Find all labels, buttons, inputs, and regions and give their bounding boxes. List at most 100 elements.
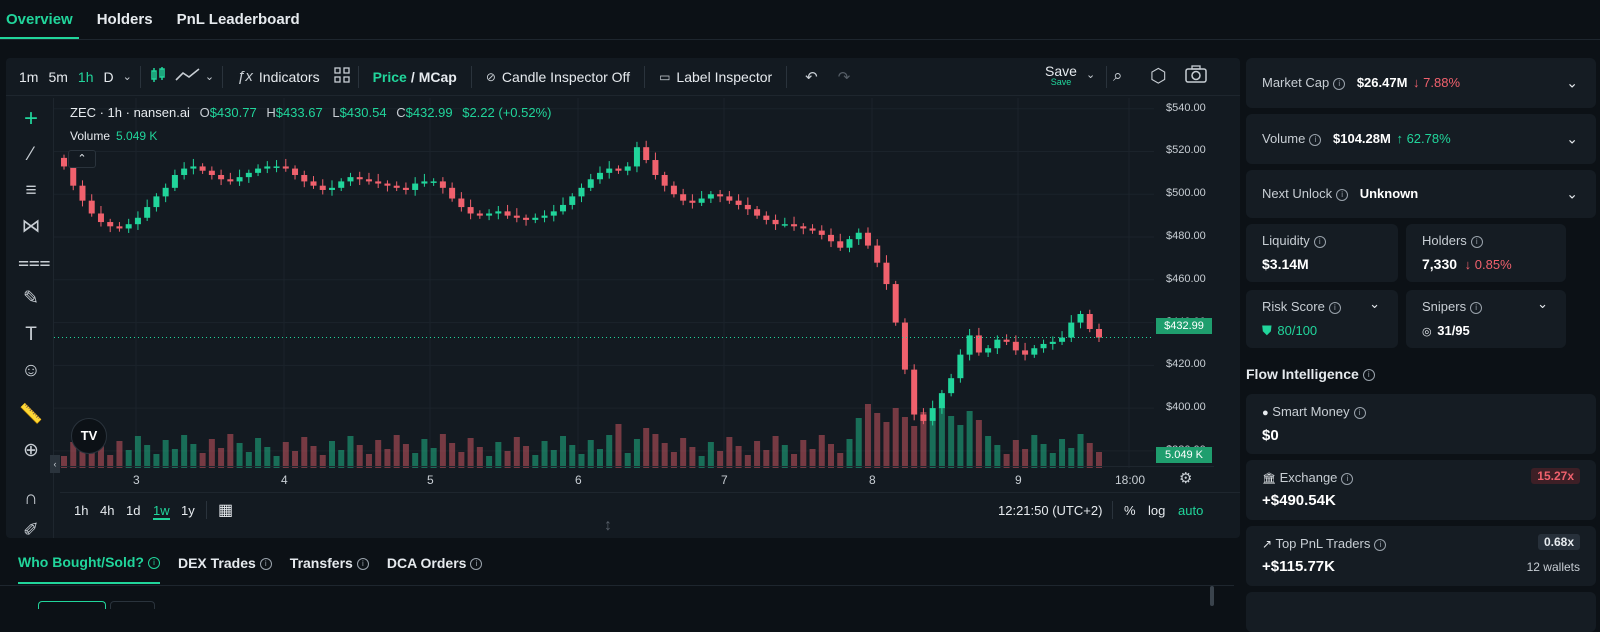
- chevron-down-icon[interactable]: ⌄: [1537, 296, 1548, 311]
- settings-hex-icon[interactable]: ⬡: [1150, 66, 1167, 87]
- timeframe-1h[interactable]: 1h: [77, 68, 94, 85]
- price-mcap-toggle[interactable]: Price / MCap: [373, 69, 457, 85]
- tab-pnl-leaderboard[interactable]: PnL Leaderboard: [176, 11, 300, 28]
- wallet-count: 12 wallets: [1526, 560, 1580, 574]
- range-1w[interactable]: 1w: [153, 503, 170, 520]
- mcap-option[interactable]: MCap: [418, 68, 457, 85]
- chevron-down-icon[interactable]: ⌄: [204, 71, 215, 83]
- volume-bar: [273, 456, 280, 468]
- brush-icon[interactable]: ✎: [23, 288, 39, 309]
- trend-line-icon[interactable]: ⁄: [29, 144, 33, 165]
- redo-icon[interactable]: ↷: [837, 68, 851, 86]
- info-icon[interactable]: i: [1309, 133, 1322, 146]
- auto-toggle[interactable]: auto: [1178, 503, 1204, 518]
- clock-readout[interactable]: 12:21:50 (UTC+2): [998, 503, 1103, 518]
- candles-icon[interactable]: [149, 66, 167, 88]
- price-chart[interactable]: [54, 98, 1154, 508]
- percent-toggle[interactable]: %: [1124, 503, 1136, 518]
- range-1h[interactable]: 1h: [74, 503, 89, 518]
- info-icon[interactable]: i: [1362, 369, 1375, 382]
- info-icon[interactable]: i: [1470, 301, 1483, 314]
- timeframe-5m[interactable]: 5m: [48, 68, 68, 85]
- next-unlock-card[interactable]: Next Unlock i Unknown ⌄: [1246, 170, 1596, 218]
- time-axis[interactable]: 3 4 5 6 7 8 9 18:00: [54, 466, 1214, 490]
- info-icon[interactable]: i: [1328, 301, 1341, 314]
- info-icon[interactable]: i: [470, 557, 483, 570]
- range-1y[interactable]: 1y: [181, 503, 195, 518]
- candle: [116, 226, 123, 229]
- price-axis[interactable]: $540.00$520.00$500.00$480.00$460.00$440.…: [1156, 98, 1216, 468]
- divider: [644, 65, 646, 88]
- info-icon[interactable]: i: [259, 557, 272, 570]
- tab-dex-trades[interactable]: DEX Trades i: [178, 543, 272, 583]
- timeframe-1m[interactable]: 1m: [19, 68, 39, 85]
- candle: [1022, 350, 1029, 355]
- info-icon[interactable]: i: [1353, 406, 1366, 419]
- filter-pill[interactable]: [110, 601, 155, 609]
- save-button[interactable]: Save Save: [1045, 63, 1077, 87]
- tab-dca-orders[interactable]: DCA Orders i: [387, 543, 483, 583]
- volume-card[interactable]: Volume i $104.28M ↑ 62.78% ⌄: [1246, 114, 1596, 164]
- line-chart-icon[interactable]: [175, 67, 201, 87]
- scrollbar[interactable]: [1210, 586, 1214, 606]
- fib-icon[interactable]: ⩶: [18, 252, 51, 273]
- pencil-icon[interactable]: ✐: [23, 520, 39, 538]
- pattern-icon[interactable]: ⋈: [21, 216, 41, 237]
- candle: [596, 172, 603, 180]
- label-inspector-button[interactable]: ▭ Label Inspector: [659, 68, 773, 85]
- info-icon[interactable]: i: [1336, 188, 1349, 201]
- info-icon[interactable]: i: [1341, 472, 1354, 485]
- horizontal-lines-icon[interactable]: ≡: [25, 180, 37, 201]
- tradingview-logo[interactable]: TV: [71, 418, 107, 454]
- undo-icon[interactable]: ↶: [805, 68, 818, 86]
- camera-icon[interactable]: [1185, 64, 1207, 88]
- range-1d[interactable]: 1d: [126, 503, 141, 518]
- tab-transfers[interactable]: Transfers i: [290, 543, 369, 583]
- chevron-down-icon[interactable]: ⌄: [1566, 74, 1578, 91]
- top-pnl-traders-card[interactable]: ↗ Top PnL Traders i 0.68x +$115.77K 12 wa…: [1246, 526, 1596, 586]
- collapse-legend-button[interactable]: ⌃: [68, 150, 96, 168]
- info-icon[interactable]: i: [1313, 235, 1326, 248]
- filter-pill[interactable]: [38, 601, 106, 609]
- chevron-down-icon[interactable]: ⌄: [122, 71, 132, 83]
- resize-handle[interactable]: ↕: [604, 517, 612, 534]
- log-toggle[interactable]: log: [1148, 503, 1166, 518]
- tab-who-bought-sold[interactable]: Who Bought/Sold? i: [18, 542, 160, 584]
- gear-icon[interactable]: ⚙: [1179, 470, 1193, 487]
- text-icon[interactable]: T: [25, 324, 37, 345]
- timeframe-d[interactable]: D: [103, 68, 114, 85]
- smart-money-card[interactable]: ● Smart Money i $0: [1246, 394, 1596, 454]
- next-flow-card[interactable]: [1246, 592, 1596, 632]
- zoom-icon[interactable]: ⊕: [23, 440, 39, 461]
- tab-overview[interactable]: Overview: [0, 11, 79, 39]
- candle-inspector-button[interactable]: ⊘ Candle Inspector Off: [485, 68, 631, 85]
- magnet-icon[interactable]: ∩: [24, 488, 38, 509]
- crosshair-icon[interactable]: +: [23, 105, 38, 132]
- chevron-down-icon[interactable]: ⌄: [1086, 69, 1096, 81]
- calendar-icon[interactable]: ▦: [218, 502, 234, 519]
- chevron-down-icon[interactable]: ⌄: [1369, 296, 1380, 311]
- ruler-icon[interactable]: 📏: [19, 404, 43, 425]
- range-4h[interactable]: 4h: [100, 503, 115, 518]
- info-icon[interactable]: i: [1470, 235, 1483, 248]
- emoji-icon[interactable]: ☺: [21, 360, 41, 381]
- exchange-card[interactable]: 🏛 Exchange i 15.27x +$490.54K: [1246, 460, 1596, 520]
- pane-collapse-handle[interactable]: ‹: [50, 455, 60, 473]
- tab-holders[interactable]: Holders: [96, 11, 153, 28]
- chevron-down-icon[interactable]: ⌄: [1566, 130, 1578, 147]
- layout-grid-icon[interactable]: [333, 66, 350, 87]
- candle: [883, 262, 890, 285]
- info-icon[interactable]: i: [1333, 77, 1346, 90]
- risk-score-card[interactable]: Risk Score i ⌄ ⛊ 80/100: [1246, 290, 1398, 348]
- quick-search-icon[interactable]: ⌕: [1113, 66, 1123, 85]
- market-cap-card[interactable]: Market Cap i $26.47M ↓ 7.88% ⌄: [1246, 58, 1596, 108]
- chevron-down-icon[interactable]: ⌄: [1566, 185, 1578, 202]
- candle: [70, 166, 77, 186]
- indicators-button[interactable]: ƒx Indicators: [237, 68, 320, 85]
- info-icon[interactable]: i: [147, 556, 160, 569]
- volume-bar: [717, 451, 724, 468]
- price-option[interactable]: Price: [372, 68, 407, 85]
- snipers-card[interactable]: Snipers i ⌄ ◎ 31/95: [1406, 290, 1566, 348]
- info-icon[interactable]: i: [356, 557, 369, 570]
- info-icon[interactable]: i: [1374, 538, 1387, 551]
